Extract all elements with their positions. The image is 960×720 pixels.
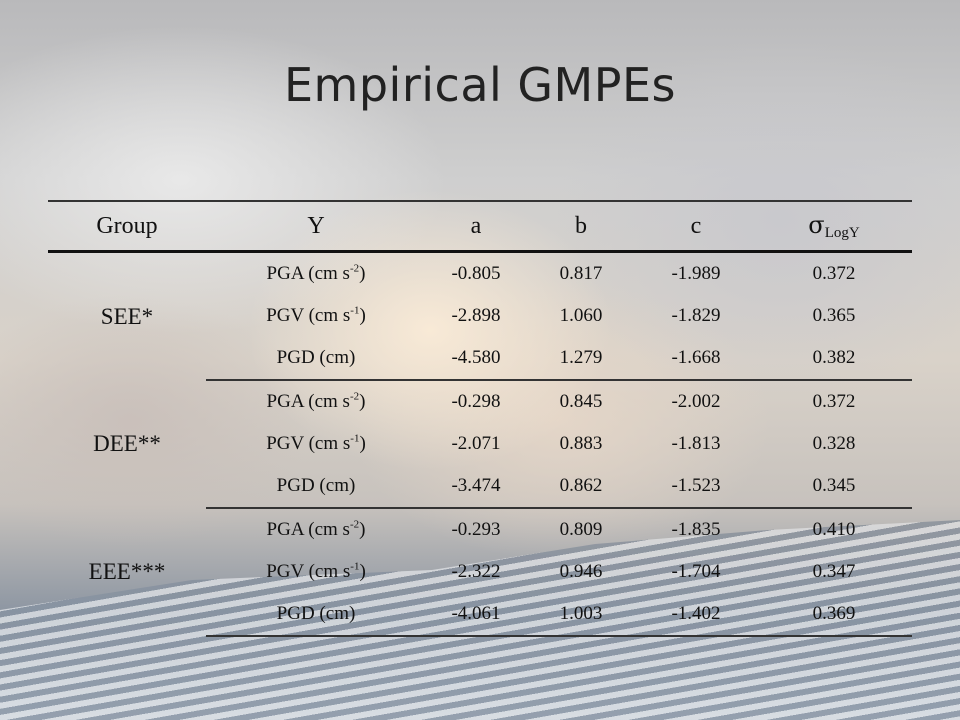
- group-label: SEE*: [100, 303, 154, 329]
- cell-c: -1.402: [636, 593, 756, 637]
- y-base: PGV (cm s: [266, 561, 351, 582]
- cell-y: PGD (cm): [206, 593, 426, 637]
- gmpe-table: Group Y a b c σLogY SEE* PGA (cm s-2) -0.8…: [48, 200, 912, 637]
- cell-y: PGV (cm s-1): [206, 295, 426, 337]
- y-exponent: -2: [349, 262, 360, 275]
- y-tail: ): [359, 305, 366, 326]
- cell-c: -1.523: [636, 465, 756, 509]
- y-exponent: -1: [350, 304, 360, 317]
- header-b: b: [526, 200, 636, 253]
- header-a: a: [426, 200, 526, 253]
- cell-sigma: 0.382: [756, 337, 912, 381]
- y-base: PGD (cm): [276, 603, 356, 624]
- cell-c: -2.002: [671, 391, 721, 412]
- cell-c: -1.704: [671, 561, 721, 582]
- cell-y: PGA (cm s-2): [206, 252, 426, 296]
- y-tail: ): [359, 263, 366, 284]
- y-base: PGD (cm): [276, 347, 356, 368]
- cell-c: -1.835: [671, 519, 721, 540]
- cell-y: PGA (cm s-2): [206, 508, 426, 551]
- cell-b: 0.809: [559, 519, 603, 540]
- slide-title: Empirical GMPEs: [283, 58, 677, 112]
- sigma-symbol: σ: [808, 210, 825, 239]
- cell-c: -1.668: [636, 337, 756, 381]
- cell-c: -1.989: [671, 263, 721, 284]
- y-exponent: -1: [350, 560, 360, 573]
- y-exponent: -1: [350, 432, 360, 445]
- cell-sigma: 0.372: [812, 391, 856, 412]
- y-tail: ): [359, 561, 366, 582]
- cell-b: 0.883: [559, 433, 603, 454]
- sigma-subscript: LogY: [824, 224, 860, 241]
- group-label: DEE**: [93, 431, 161, 456]
- cell-y: PGA (cm s-2): [206, 380, 426, 423]
- table-row: PGD (cm) -4.580 1.279 -1.668 0.382: [48, 337, 912, 381]
- cell-b: 1.060: [559, 305, 603, 326]
- cell-a: -3.474: [426, 465, 526, 509]
- cell-y: PGD (cm): [206, 465, 426, 509]
- cell-b: 0.817: [559, 263, 603, 284]
- cell-sigma: 0.365: [812, 305, 856, 326]
- table-row: EEE*** PGA (cm s-2) -0.293 0.809 -1.835 0.410: [48, 508, 912, 584]
- table-row: SEE* PGA (cm s-2) -0.805 0.817 -1.989 0.372: [48, 252, 912, 329]
- y-base: PGA (cm s: [266, 263, 350, 284]
- table-row: PGV (cm s-1) -2.322 0.946 -1.704 0.347: [48, 551, 912, 593]
- cell-b: 1.279: [526, 337, 636, 381]
- cell-a: -2.071: [451, 433, 501, 454]
- y-exponent: -2: [349, 518, 360, 531]
- cell-sigma: 0.369: [756, 593, 912, 637]
- table-body: SEE* PGA (cm s-2) -0.805 0.817 -1.989 0.372 PG…: [48, 252, 912, 637]
- y-base: PGV (cm s: [266, 433, 351, 454]
- header-y: Y: [206, 200, 426, 253]
- header-c: c: [636, 200, 756, 253]
- table-row: PGV (cm s-1) -2.071 0.883 -1.813 0.328: [48, 423, 912, 465]
- cell-a: -4.061: [426, 593, 526, 637]
- table-row: PGV (cm s-1) -2.898 1.060 -1.829 0.365: [48, 295, 912, 337]
- cell-sigma: 0.345: [756, 465, 912, 509]
- y-tail: ): [359, 519, 366, 540]
- table-row: DEE** PGA (cm s-2) -0.298 0.845 -2.002 0.372: [48, 380, 912, 456]
- y-tail: ): [359, 433, 366, 454]
- cell-sigma: 0.372: [812, 263, 856, 284]
- cell-b: 1.003: [526, 593, 636, 637]
- cell-a: -2.898: [451, 305, 501, 326]
- cell-y: PGV (cm s-1): [206, 551, 426, 593]
- cell-a: -0.298: [451, 391, 501, 412]
- cell-a: -0.293: [451, 519, 501, 540]
- cell-y: PGV (cm s-1): [206, 423, 426, 465]
- y-base: PGA (cm s: [266, 391, 350, 412]
- group-label: EEE***: [88, 559, 166, 584]
- cell-y: PGD (cm): [206, 337, 426, 381]
- header-sigma: σLogY: [756, 200, 912, 253]
- table-row: PGD (cm) -3.474 0.862 -1.523 0.345: [48, 465, 912, 509]
- cell-sigma: 0.347: [812, 561, 856, 582]
- y-base: PGV (cm s: [266, 305, 351, 326]
- cell-c: -1.829: [671, 305, 721, 326]
- cell-b: 0.862: [526, 465, 636, 509]
- table-row: PGD (cm) -4.061 1.003 -1.402 0.369: [48, 593, 912, 637]
- cell-b: 0.946: [559, 561, 603, 582]
- header-row: Group Y a b c σLogY: [48, 200, 912, 253]
- cell-b: 0.845: [559, 391, 603, 412]
- y-base: PGD (cm): [276, 475, 356, 496]
- cell-a: -2.322: [451, 561, 501, 582]
- y-base: PGA (cm s: [266, 519, 350, 540]
- header-group: Group: [48, 200, 206, 253]
- cell-a: -0.805: [451, 263, 501, 284]
- cell-a: -4.580: [426, 337, 526, 381]
- y-exponent: -2: [349, 390, 360, 403]
- y-tail: ): [359, 391, 366, 412]
- cell-sigma: 0.410: [812, 519, 856, 540]
- cell-c: -1.813: [671, 433, 721, 454]
- cell-sigma: 0.328: [812, 433, 856, 454]
